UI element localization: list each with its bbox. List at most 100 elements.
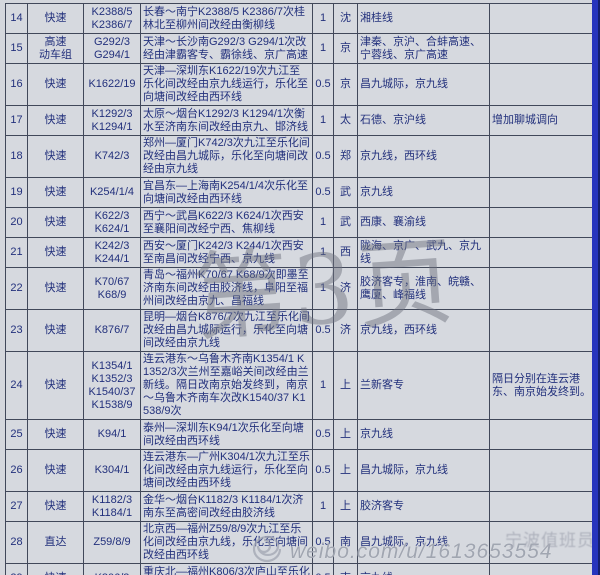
row-number: 21 — [5, 237, 28, 268]
remark — [489, 419, 594, 450]
train-type: 快速 — [27, 491, 84, 522]
remark — [489, 563, 594, 575]
train-numbers: K70/67 K68/9 — [83, 267, 141, 310]
route-change-description: 金华～烟台K1182/3 K1184/1次济南东至高密间改经由胶济线 — [140, 491, 313, 522]
railway-bureau: 郑 — [333, 135, 358, 178]
remark: 增加聊城调向 — [489, 105, 594, 136]
railway-lines: 西康、襄渝线 — [357, 207, 490, 238]
remark — [489, 237, 594, 268]
train-numbers: K304/1 — [83, 449, 141, 492]
route-change-description: 青岛～福州K70/67 K68/9次即墨至济南东间改经由胶济线，阜阳至福州间改经… — [140, 267, 313, 310]
row-number: 15 — [5, 33, 28, 64]
railway-lines: 昌九城际，京九线 — [357, 521, 490, 564]
railway-bureau: 沈 — [333, 3, 358, 34]
row-number: 17 — [5, 105, 28, 136]
adjustment-value: 1 — [312, 351, 334, 420]
route-change-description: 连云港东～乌鲁木齐南K1354/1 K1352/3次兰州至嘉峪关间改经由兰新线。… — [140, 351, 313, 420]
remark — [489, 491, 594, 522]
row-number: 20 — [5, 207, 28, 238]
table-row: 22 快速 K70/67 K68/9 青岛～福州K70/67 K68/9次即墨至… — [5, 267, 594, 310]
train-numbers: K876/7 — [83, 309, 141, 352]
train-type: 直达 — [27, 521, 84, 564]
railway-bureau: 上 — [333, 491, 358, 522]
train-numbers: G292/3 G294/1 — [83, 33, 141, 64]
railway-bureau: 京 — [333, 63, 358, 106]
train-type: 快速 — [27, 449, 84, 492]
train-type: 快速 — [27, 351, 84, 420]
railway-lines: 昌九城际，京九线 — [357, 449, 490, 492]
adjustment-value: 0.5 — [312, 449, 334, 492]
train-type: 快速 — [27, 177, 84, 208]
route-change-description: 西安～厦门K242/3 K244/1次西安至南昌间改经宁西、京九线 — [140, 237, 313, 268]
train-type: 快速 — [27, 135, 84, 178]
row-number: 27 — [5, 491, 28, 522]
row-number: 18 — [5, 135, 28, 178]
train-numbers: K1622/19 — [83, 63, 141, 106]
table-row: 26 快速 K304/1 连云港东—广州K304/1次九江至乐化间改经由京九线运… — [5, 449, 594, 492]
railway-bureau: 上 — [333, 351, 358, 420]
row-number: 24 — [5, 351, 28, 420]
table-row: 27 快速 K1182/3 K1184/1 金华～烟台K1182/3 K1184… — [5, 491, 594, 522]
train-numbers: K1292/3 K1294/1 — [83, 105, 141, 136]
table-row: 15 高速 动车组 G292/3 G294/1 天津～长沙南G292/3 G29… — [5, 33, 594, 64]
railway-bureau: 太 — [333, 105, 358, 136]
row-number: 23 — [5, 309, 28, 352]
table-row: 21 快速 K242/3 K244/1 西安～厦门K242/3 K244/1次西… — [5, 237, 594, 268]
train-numbers: K254/1/4 — [83, 177, 141, 208]
adjustment-value: 0.5 — [312, 563, 334, 575]
remark — [489, 207, 594, 238]
route-change-description: 太原～烟台K1292/3 K1294/1次衡水至济南东间改经由京九、邯济线 — [140, 105, 313, 136]
remark: 隔日分别在连云港东、南京始发终到。 — [489, 351, 594, 420]
route-change-description: 连云港东—广州K304/1次九江至乐化间改经由京九线运行，乐化至向塘间改经由西环… — [140, 449, 313, 492]
adjustment-value: 0.5 — [312, 521, 334, 564]
train-type: 快速 — [27, 309, 84, 352]
route-change-description: 北京西—福州Z59/8/9次九江至乐化间改经由京九线，乐化至向塘间改经由西环线 — [140, 521, 313, 564]
remark — [489, 33, 594, 64]
remark — [489, 449, 594, 492]
adjustment-value: 1 — [312, 33, 334, 64]
adjustment-value: 1 — [312, 105, 334, 136]
train-type: 快速 — [27, 419, 84, 450]
train-type: 高速 动车组 — [27, 33, 84, 64]
scan-edge-line — [598, 0, 600, 575]
table-row: 28 直达 Z59/8/9 北京西—福州Z59/8/9次九江至乐化间改经由京九线… — [5, 521, 594, 564]
route-change-description: 西宁～武昌K622/3 K624/1次西安至襄阳间改经宁西、焦柳线 — [140, 207, 313, 238]
row-number: 29 — [5, 563, 28, 575]
route-change-description: 重庆北—福州K806/3次庐山至乐化改经由昌九城际 — [140, 563, 313, 575]
adjustment-value: 1 — [312, 237, 334, 268]
adjustment-value: 1 — [312, 207, 334, 238]
railway-bureau: 济 — [333, 267, 358, 310]
railway-lines: 石德、京沪线 — [357, 105, 490, 136]
row-number: 26 — [5, 449, 28, 492]
adjustment-value: 1 — [312, 267, 334, 310]
table-row: 18 快速 K742/3 郑州—厦门K742/3次九江至乐化间改经由昌九城际，乐… — [5, 135, 594, 178]
remark — [489, 3, 594, 34]
train-numbers: Z59/8/9 — [83, 521, 141, 564]
railway-lines: 京九线，西环线 — [357, 309, 490, 352]
railway-lines: 津秦、京沪、合蚌高速、宁蓉线、京广高速 — [357, 33, 490, 64]
railway-bureau: 上 — [333, 419, 358, 450]
train-type: 快速 — [27, 63, 84, 106]
train-numbers: K1354/1 K1352/3 K1540/37 K1538/9 — [83, 351, 141, 420]
table-row: 25 快速 K94/1 泰州—深圳东K94/1次乐化至向塘间改经由西环线 0.5… — [5, 419, 594, 450]
railway-lines: 京九线 — [357, 419, 490, 450]
railway-bureau: 武 — [333, 177, 358, 208]
scan-edge-strip — [592, 0, 598, 575]
railway-lines: 湘桂线 — [357, 3, 490, 34]
route-change-description: 郑州—厦门K742/3次九江至乐化间改经由昌九城际，乐化至向塘间改经由京九线 — [140, 135, 313, 178]
table-row: 24 快速 K1354/1 K1352/3 K1540/37 K1538/9 连… — [5, 351, 594, 420]
train-numbers: K742/3 — [83, 135, 141, 178]
train-numbers: K242/3 K244/1 — [83, 237, 141, 268]
table-row: 23 快速 K876/7 昆明—烟台K876/7次九江至乐化间改经由昌九城际运行… — [5, 309, 594, 352]
railway-bureau: 京 — [333, 33, 358, 64]
row-number: 28 — [5, 521, 28, 564]
railway-lines: 京九线 — [357, 177, 490, 208]
remark — [489, 63, 594, 106]
railway-lines: 兰新客专 — [357, 351, 490, 420]
table-row: 16 快速 K1622/19 天津—深圳东K1622/19次九江至乐化间改经由京… — [5, 63, 594, 106]
remark — [489, 267, 594, 310]
train-numbers: K806/3 — [83, 563, 141, 575]
railway-lines: 陇海、京广、武九、京九线 — [357, 237, 490, 268]
train-type: 快速 — [27, 105, 84, 136]
adjustment-value: 0.5 — [312, 135, 334, 178]
